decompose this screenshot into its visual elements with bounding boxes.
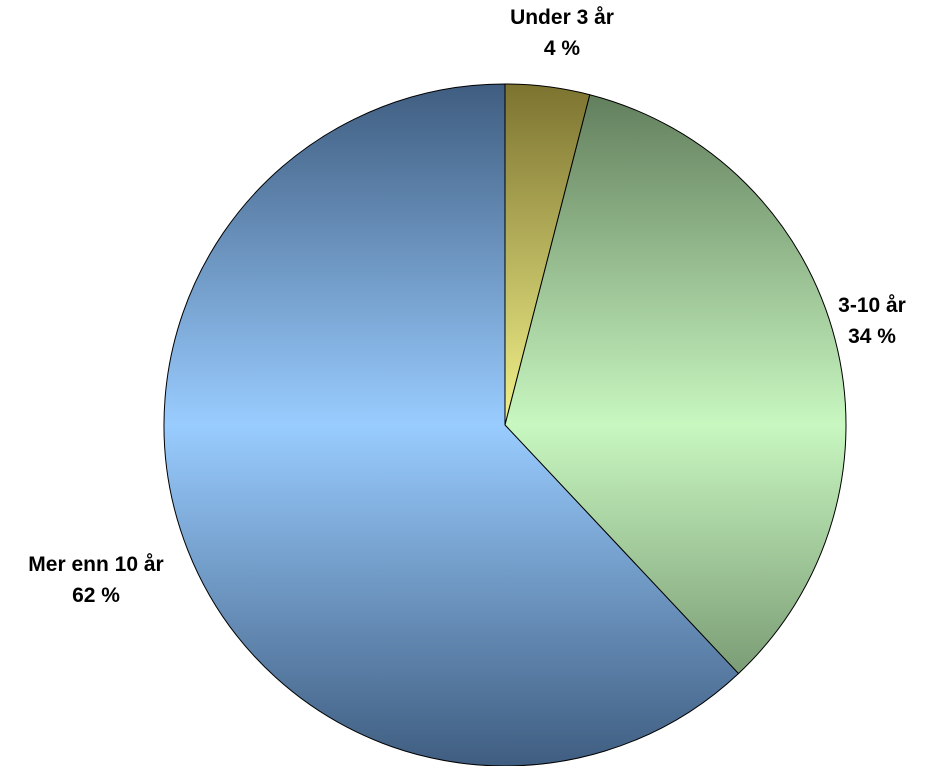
slice-label-3-10: 3-10 år 34 %: [816, 290, 928, 352]
pie-slices: [163, 83, 847, 766]
pie-slice-over-10-years: [163, 83, 739, 766]
slice-label-under-3: Under 3 år 4 %: [480, 2, 644, 64]
pie-slice-3-10-years: [504, 94, 847, 675]
slice-category-label: Under 3 år: [510, 6, 614, 29]
slice-value-label: 62 %: [72, 584, 120, 607]
slice-label-over-10: Mer enn 10 år 62 %: [4, 549, 188, 611]
slice-value-label: 4 %: [543, 37, 581, 60]
slice-category-label: Mer enn 10 år: [28, 553, 164, 576]
slice-value-label: 34 %: [848, 325, 896, 348]
slice-category-label: 3-10 år: [838, 294, 906, 317]
